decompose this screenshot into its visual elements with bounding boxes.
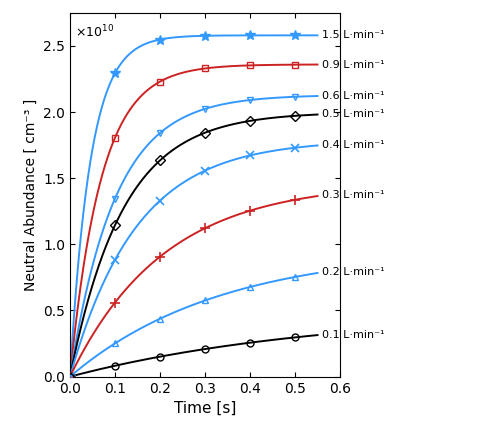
Text: 0.5 L·min⁻¹: 0.5 L·min⁻¹ — [322, 109, 384, 119]
Text: 0.9 L·min⁻¹: 0.9 L·min⁻¹ — [322, 59, 384, 69]
Text: 0.4 L·min⁻¹: 0.4 L·min⁻¹ — [322, 140, 384, 150]
Text: 0.3 L·min⁻¹: 0.3 L·min⁻¹ — [322, 190, 384, 200]
Text: 1.5 L·min⁻¹: 1.5 L·min⁻¹ — [322, 30, 384, 40]
Text: 0.2 L·min⁻¹: 0.2 L·min⁻¹ — [322, 267, 384, 277]
Y-axis label: Neutral Abundance [ cm⁻³ ]: Neutral Abundance [ cm⁻³ ] — [24, 98, 38, 291]
X-axis label: Time [s]: Time [s] — [174, 401, 236, 416]
Text: $\times10^{10}$: $\times10^{10}$ — [76, 24, 114, 40]
Text: 0.6 L·min⁻¹: 0.6 L·min⁻¹ — [322, 91, 384, 101]
Text: 0.1 L·min⁻¹: 0.1 L·min⁻¹ — [322, 330, 384, 340]
